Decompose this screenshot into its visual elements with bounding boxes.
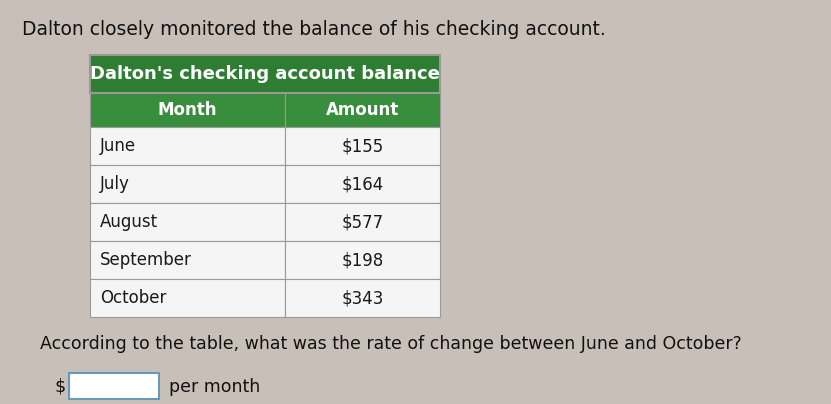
Bar [90,55,440,93]
Text: $155: $155 [342,137,384,155]
Bar [90,93,285,127]
Text: According to the table, what was the rate of change between June and October?: According to the table, what was the rat… [40,335,742,353]
Bar [90,241,285,279]
Bar [90,203,285,241]
Text: $343: $343 [342,289,384,307]
Bar [285,127,440,165]
Bar [285,165,440,203]
Bar [90,279,285,317]
Text: Dalton's checking account balance: Dalton's checking account balance [90,65,440,83]
Text: $198: $198 [342,251,384,269]
Text: October: October [100,289,166,307]
Text: Dalton closely monitored the balance of his checking account.: Dalton closely monitored the balance of … [22,20,606,39]
Text: $164: $164 [342,175,384,193]
Text: June: June [100,137,136,155]
Bar [90,127,285,165]
Bar [285,241,440,279]
Bar [285,203,440,241]
Text: Amount: Amount [326,101,399,119]
Text: September: September [100,251,192,269]
Text: August: August [100,213,158,231]
Bar [69,373,159,399]
Bar [285,279,440,317]
Text: July: July [100,175,130,193]
Bar [285,93,440,127]
Text: $: $ [55,378,66,396]
Text: $577: $577 [342,213,384,231]
Bar [90,165,285,203]
Text: per month: per month [169,378,260,396]
Text: Month: Month [158,101,217,119]
